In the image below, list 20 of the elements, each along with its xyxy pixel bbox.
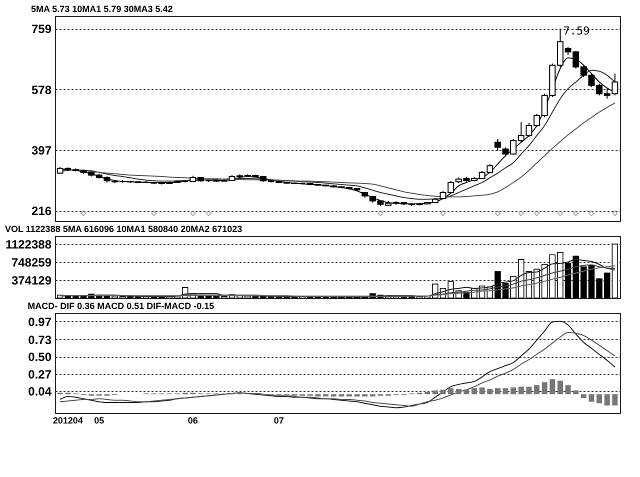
y-tick-label: 1122388 xyxy=(5,238,52,252)
y-tick-label: 0.27 xyxy=(28,367,52,382)
y-tick-label: 0.73 xyxy=(28,332,52,347)
y-tick-label: 397 xyxy=(31,143,52,158)
x-tick-label: 05 xyxy=(94,416,104,426)
y-tick-label: 748259 xyxy=(11,256,52,270)
x-tick-label: 201204 xyxy=(52,416,83,426)
x-tick-label: 06 xyxy=(188,416,198,426)
y-tick-label: 0.97 xyxy=(28,314,52,329)
chart-title: VOL 1122388 5MA 616096 10MA1 580840 20MA2 671023 xyxy=(4,224,242,234)
chart-title: 5MA 5.73 10MA1 5.79 30MA3 5.42 xyxy=(30,4,173,14)
y-tick-label: 374129 xyxy=(11,274,52,288)
y-tick-label: 0.50 xyxy=(28,350,52,364)
y-tick-label: 759 xyxy=(31,22,52,36)
y-tick-label: 216 xyxy=(31,204,52,218)
x-tick-label: 07 xyxy=(274,416,284,426)
y-tick-label: 0.04 xyxy=(28,384,52,399)
annotation: 7.59 xyxy=(563,24,590,38)
y-tick-label: 578 xyxy=(31,82,52,97)
chart-title: MACD- DIF 0.36 MACD 0.51 DIF-MACD -0.15 xyxy=(28,301,214,311)
